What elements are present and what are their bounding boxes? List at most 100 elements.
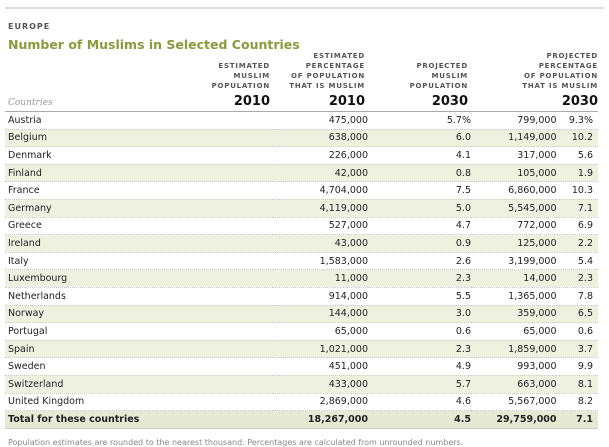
- table-row: Switzerland 433,000 5.7 663,000 8.1: [5, 375, 598, 394]
- cell-value: 0.8: [368, 164, 471, 183]
- year-1: 2010: [233, 94, 270, 109]
- country-name: Germany: [5, 199, 273, 218]
- cell-value: 0.6: [556, 322, 598, 341]
- col-header-1: ESTIMATED MUSLIM POPULATION: [211, 62, 270, 90]
- cell-value: 0.6: [368, 322, 471, 341]
- cell-value: 451,000: [273, 357, 368, 376]
- row-header-label: Countries: [8, 98, 53, 108]
- year-2: 2010: [328, 94, 365, 109]
- year-3: 2030: [431, 94, 468, 109]
- table-row: Italy 1,583,000 2.6 3,199,000 5.4: [5, 252, 598, 271]
- cell-value: 9.9: [556, 357, 598, 376]
- cell-value: 475,000: [273, 111, 368, 130]
- country-name: Switzerland: [5, 375, 273, 394]
- cell-value: 14,000: [471, 269, 557, 288]
- cell-value: 5.7%: [368, 111, 471, 130]
- cell-value: 5,545,000: [471, 199, 557, 218]
- country-name: Denmark: [5, 146, 273, 165]
- table-row: Netherlands 914,000 5.5 1,365,000 7.8: [5, 287, 598, 306]
- table-row: United Kingdom 2,869,000 4.6 5,567,000 8.2: [5, 393, 598, 412]
- cell-value: 5.7: [368, 375, 471, 394]
- table-row: Sweden 451,000 4.9 993,000 9.9: [5, 357, 598, 376]
- cell-value: 7.8: [556, 287, 598, 306]
- year-4: 2030: [561, 94, 598, 109]
- cell-value: 7.5: [368, 181, 471, 200]
- cell-value: 4,704,000: [273, 181, 368, 200]
- cell-value: 6.9: [556, 217, 598, 236]
- cell-value: 4.1: [368, 146, 471, 165]
- table-row: Norway 144,000 3.0 359,000 6.5: [5, 305, 598, 324]
- cell-value: 527,000: [273, 217, 368, 236]
- cell-value: 4.7: [368, 217, 471, 236]
- cell-value: 2.3: [368, 269, 471, 288]
- country-name: Portugal: [5, 322, 273, 341]
- country-name: Austria: [5, 111, 273, 130]
- cell-value: 9.3%: [556, 111, 598, 130]
- cell-value: 2.3: [556, 269, 598, 288]
- cell-value: 105,000: [471, 164, 557, 183]
- country-name: Finland: [5, 164, 273, 183]
- country-name: Ireland: [5, 234, 273, 253]
- table-row: Spain 1,021,000 2.3 1,859,000 3.7: [5, 340, 598, 359]
- cell-value: 1,859,000: [471, 340, 557, 359]
- cell-value: 993,000: [471, 357, 557, 376]
- country-name: France: [5, 181, 273, 200]
- cell-value: 6,860,000: [471, 181, 557, 200]
- cell-value: 5,567,000: [471, 393, 557, 412]
- cell-value: 6.5: [556, 305, 598, 324]
- country-name: Italy: [5, 252, 273, 271]
- region-label: EUROPE: [8, 22, 51, 31]
- country-name: Norway: [5, 305, 273, 324]
- cell-value: 5.5: [368, 287, 471, 306]
- cell-value: 11,000: [273, 269, 368, 288]
- country-name: Belgium: [5, 129, 273, 148]
- col-header-4: PROJECTED PERCENTAGE OF POPULATION THAT …: [522, 52, 598, 90]
- cell-value: 4.9: [368, 357, 471, 376]
- cell-value: 2.3: [368, 340, 471, 359]
- cell-value: 1,365,000: [471, 287, 557, 306]
- total-row: Total for these countries 18,267,000 4.5 29…: [5, 410, 598, 429]
- cell-value: 1,021,000: [273, 340, 368, 359]
- cell-value: 4,119,000: [273, 199, 368, 218]
- total-label: Total for these countries: [5, 410, 273, 429]
- total-value: 29,759,000: [471, 410, 557, 429]
- cell-value: 5.4: [556, 252, 598, 271]
- cell-value: 359,000: [471, 305, 557, 324]
- table-row: Portugal 65,000 0.6 65,000 0.6: [5, 322, 598, 341]
- cell-value: 42,000: [273, 164, 368, 183]
- country-name: Luxembourg: [5, 269, 273, 288]
- cell-value: 2,869,000: [273, 393, 368, 412]
- country-name: Netherlands: [5, 287, 273, 306]
- table-row: Finland 42,000 0.8 105,000 1.9: [5, 164, 598, 183]
- cell-value: 8.2: [556, 393, 598, 412]
- table-row: Germany 4,119,000 5.0 5,545,000 7.1: [5, 199, 598, 218]
- total-value: 7.1: [556, 410, 598, 429]
- cell-value: 6.0: [368, 129, 471, 148]
- table-row: Austria 475,000 5.7% 799,000 9.3%: [5, 111, 598, 130]
- country-name: Greece: [5, 217, 273, 236]
- cell-value: 10.3: [556, 181, 598, 200]
- cell-value: 1,149,000: [471, 129, 557, 148]
- top-rule: [5, 7, 604, 9]
- cell-value: 3.7: [556, 340, 598, 359]
- table-row: Ireland 43,000 0.9 125,000 2.2: [5, 234, 598, 253]
- total-value: 4.5: [368, 410, 471, 429]
- cell-value: 1.9: [556, 164, 598, 183]
- col-header-2: ESTIMATED PERCENTAGE OF POPULATION THAT …: [289, 52, 365, 90]
- table-row: France 4,704,000 7.5 6,860,000 10.3: [5, 181, 598, 200]
- cell-value: 43,000: [273, 234, 368, 253]
- table-row: Belgium 638,000 6.0 1,149,000 10.2: [5, 129, 598, 148]
- cell-value: 65,000: [273, 322, 368, 341]
- cell-value: 226,000: [273, 146, 368, 165]
- cell-value: 1,583,000: [273, 252, 368, 271]
- cell-value: 638,000: [273, 129, 368, 148]
- col-header-3: PROJECTED MUSLIM POPULATION: [409, 62, 468, 90]
- cell-value: 799,000: [471, 111, 557, 130]
- cell-value: 2.2: [556, 234, 598, 253]
- cell-value: 8.1: [556, 375, 598, 394]
- data-table: Austria 475,000 5.7% 799,000 9.3% Belgium 638,…: [5, 111, 598, 429]
- cell-value: 2.6: [368, 252, 471, 271]
- cell-value: 0.9: [368, 234, 471, 253]
- table-row: Denmark 226,000 4.1 317,000 5.6: [5, 146, 598, 165]
- cell-value: 125,000: [471, 234, 557, 253]
